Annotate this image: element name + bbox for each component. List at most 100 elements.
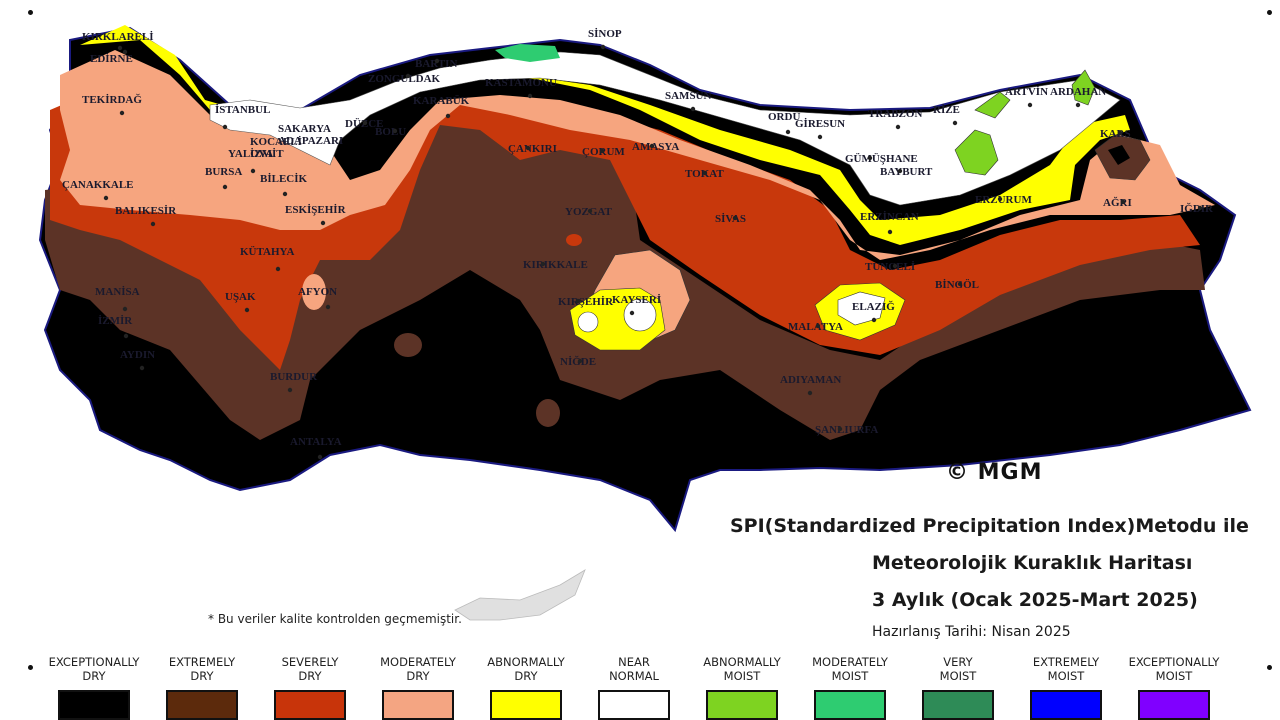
- city-label: ANTALYA: [290, 436, 342, 448]
- city-dot: [527, 93, 533, 99]
- city-dot: [690, 106, 696, 112]
- city-dot: [325, 304, 331, 310]
- city-label: ESKİŞEHİR: [285, 204, 347, 216]
- legend-label: SEVERELY DRY: [281, 655, 339, 683]
- map-title-line1: SPI(Standardized Precipitation Index)Met…: [730, 515, 1249, 537]
- corner-dot-right: [1267, 665, 1272, 670]
- city-dot: [575, 298, 581, 304]
- legend: EXCEPTIONALLY DRY EXTREMELY DRY SEVERELY DR…: [40, 655, 1250, 720]
- city-dot: [122, 306, 128, 312]
- city-label: SAKARYA: [278, 123, 331, 135]
- city-dot: [785, 129, 791, 135]
- city-dot: [317, 454, 323, 460]
- city-dot: [1027, 102, 1033, 108]
- city-label: ŞANLIURFA: [815, 424, 878, 436]
- city-dot: [577, 358, 583, 364]
- corner-dot-top-right: [1267, 10, 1272, 15]
- city-dot: [540, 261, 546, 267]
- city-label: MANİSA: [95, 286, 140, 298]
- city-label: AFYON: [298, 286, 337, 298]
- city-label: RİZE: [933, 104, 960, 116]
- legend-item: EXCEPTIONALLY MOIST: [1120, 655, 1228, 720]
- city-label: EDİRNE: [90, 53, 133, 65]
- city-label: İZMİR: [98, 315, 133, 327]
- corner-dot-top-left: [28, 10, 33, 15]
- city-dot: [117, 45, 123, 51]
- city-label: KARS: [1100, 128, 1131, 140]
- city-dot: [817, 134, 823, 140]
- city-label: KOCAELİ: [250, 136, 302, 148]
- city-label: BURSA: [205, 166, 242, 178]
- mgm-credit: © MGM: [946, 460, 1043, 485]
- city-label: YALOVA: [228, 148, 273, 160]
- region-moderately-dry: [60, 50, 1215, 260]
- city-dot: [405, 73, 411, 79]
- city-dot: [895, 124, 901, 130]
- legend-swatch: [1138, 690, 1210, 720]
- legend-item: NEAR NORMAL: [580, 655, 688, 720]
- city-dot: [525, 145, 531, 151]
- city-dot: [445, 113, 451, 119]
- city-dot: [150, 221, 156, 227]
- legend-swatch: [598, 690, 670, 720]
- city-dot: [222, 184, 228, 190]
- city-dot: [1117, 130, 1123, 136]
- cyprus-shape: [454, 569, 586, 621]
- corner-dot-left: [28, 665, 33, 670]
- city-label: BAYBURT: [880, 166, 933, 178]
- legend-label: MODERATELY MOIST: [812, 655, 888, 683]
- region-pocket-3: [566, 234, 582, 246]
- region-pocket-2: [536, 399, 560, 427]
- region-elazig-white: [837, 291, 886, 326]
- legend-swatch: [706, 690, 778, 720]
- region-severely-dry: [50, 80, 1200, 370]
- city-label: KAYSERİ: [612, 294, 661, 306]
- city-label: TUNCELİ: [865, 261, 915, 273]
- city-label: AMASYA: [632, 141, 679, 153]
- city-dot: [287, 387, 293, 393]
- city-label: KÜTAHYA: [240, 245, 294, 258]
- city-label: ÇANAKKALE: [62, 179, 134, 191]
- legend-swatch: [274, 690, 346, 720]
- legend-label: VERY MOIST: [939, 655, 977, 683]
- city-dot: [702, 170, 708, 176]
- city-label: KIRIKKALE: [523, 259, 588, 271]
- city-dot: [599, 148, 605, 154]
- city-dot: [244, 307, 250, 313]
- city-dot: [275, 266, 281, 272]
- region-pocket-1: [394, 333, 422, 357]
- city-dot: [952, 120, 958, 126]
- city-dot: [123, 333, 129, 339]
- legend-item: ABNORMALLY DRY: [472, 655, 580, 720]
- region-abnormally-moist-ardahan: [1071, 69, 1096, 106]
- region-kayseri-white-2: [577, 311, 599, 333]
- legend-swatch: [490, 690, 562, 720]
- region-abnormally-moist-artvin: [974, 91, 1011, 119]
- legend-item: ABNORMALLY MOIST: [688, 655, 796, 720]
- legend-item: MODERATELY MOIST: [796, 655, 904, 720]
- legend-label: EXCEPTIONALLY DRY: [48, 655, 140, 683]
- city-label: SİVAS: [715, 213, 746, 225]
- city-label: ERZİNCAN: [860, 211, 919, 223]
- city-label: KIRKLARELİ: [82, 31, 154, 43]
- city-label: GÜMÜŞHANE: [845, 152, 918, 165]
- city-label: IĞDIR: [1180, 202, 1214, 215]
- city-dot: [434, 58, 440, 64]
- city-dot: [362, 120, 368, 126]
- city-label: BARTIN: [415, 58, 457, 70]
- city-label: BİLECİK: [260, 173, 308, 185]
- city-label: UŞAK: [225, 291, 256, 303]
- city-dot: [897, 168, 903, 174]
- city-label: ARTVİN: [1005, 86, 1048, 98]
- city-dot: [320, 220, 326, 226]
- city-label: TEKİRDAĞ: [82, 93, 142, 106]
- city-dot: [1120, 199, 1126, 205]
- city-dot: [600, 44, 606, 50]
- city-label: BURDUR: [270, 371, 318, 383]
- legend-item: MODERATELY DRY: [364, 655, 472, 720]
- legend-item: SEVERELY DRY: [256, 655, 364, 720]
- legend-item: EXCEPTIONALLY DRY: [40, 655, 148, 720]
- legend-swatch: [1030, 690, 1102, 720]
- city-dot: [887, 229, 893, 235]
